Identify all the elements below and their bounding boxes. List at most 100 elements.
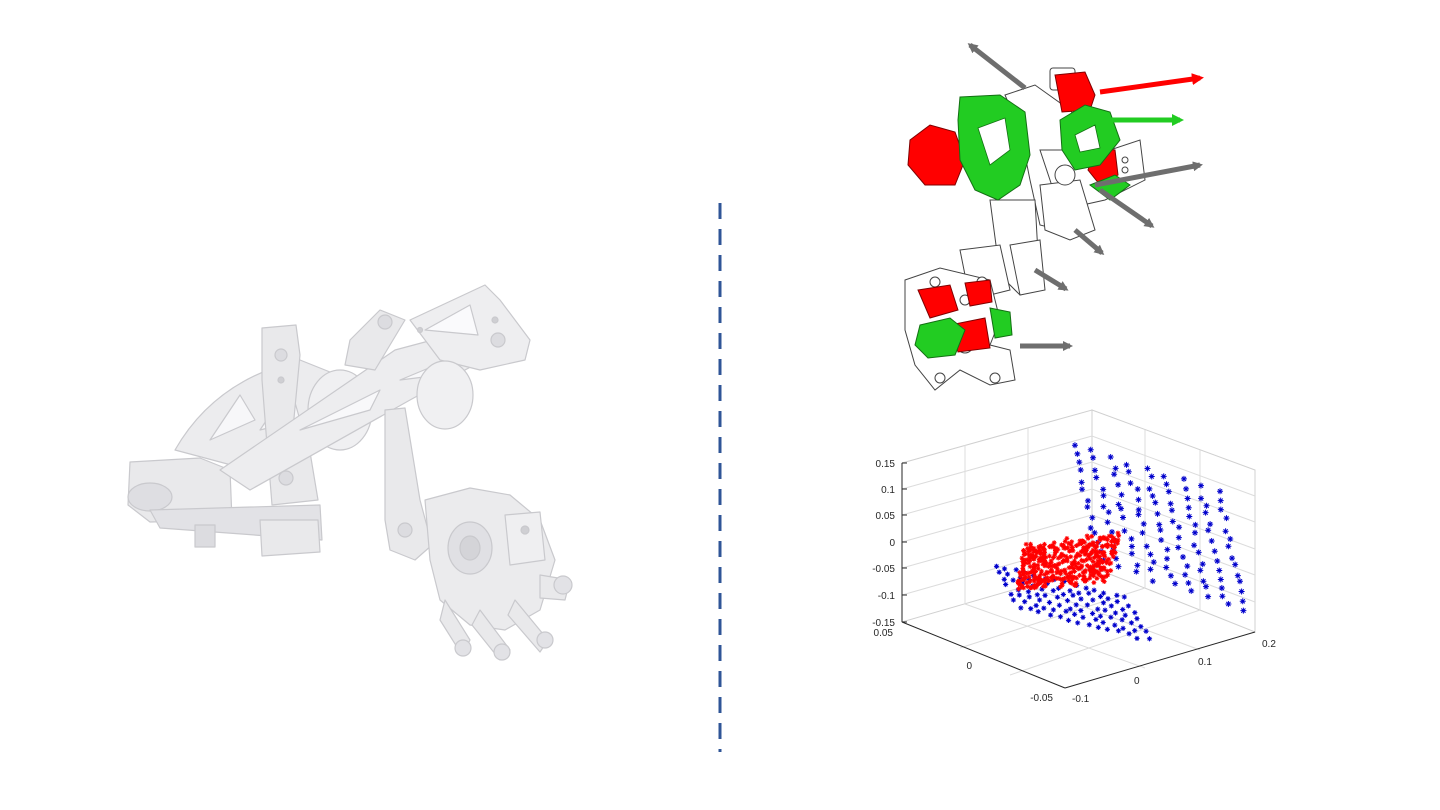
data-point bbox=[1035, 609, 1041, 615]
data-point bbox=[1033, 569, 1039, 574]
data-point bbox=[1076, 590, 1082, 596]
z-tick-label: -0.1 bbox=[878, 591, 896, 602]
data-point bbox=[1091, 529, 1098, 536]
data-point bbox=[1128, 550, 1135, 557]
data-point bbox=[1084, 533, 1090, 539]
data-point bbox=[1051, 540, 1057, 546]
data-point bbox=[1021, 547, 1026, 553]
data-point bbox=[1036, 558, 1042, 564]
data-point bbox=[1222, 528, 1229, 535]
data-point bbox=[1115, 530, 1121, 536]
data-point bbox=[1234, 572, 1241, 579]
data-point bbox=[1095, 624, 1101, 630]
axis-arrow-grey bbox=[1094, 161, 1203, 188]
data-point bbox=[1154, 510, 1161, 517]
data-point bbox=[1229, 555, 1236, 562]
data-point bbox=[1211, 548, 1218, 555]
data-point bbox=[1080, 538, 1086, 544]
data-point bbox=[1038, 543, 1044, 549]
data-point bbox=[1028, 585, 1034, 591]
data-point bbox=[1219, 593, 1226, 600]
axis-arrow-grey bbox=[967, 43, 1027, 90]
data-point bbox=[1085, 535, 1091, 541]
data-point bbox=[1120, 625, 1126, 631]
data-point bbox=[1197, 567, 1204, 574]
data-point bbox=[1073, 602, 1079, 608]
data-point bbox=[1144, 465, 1151, 472]
data-point bbox=[1096, 560, 1102, 566]
data-point bbox=[1063, 608, 1069, 614]
data-point bbox=[1175, 534, 1182, 541]
z-tick-label: 0.15 bbox=[876, 459, 896, 470]
data-point bbox=[1050, 588, 1056, 594]
data-point bbox=[1112, 610, 1119, 616]
data-point bbox=[1084, 602, 1090, 608]
data-point bbox=[1054, 594, 1061, 600]
data-point bbox=[1037, 548, 1043, 553]
data-point bbox=[1217, 576, 1224, 583]
data-point bbox=[1036, 597, 1043, 603]
data-point bbox=[1146, 636, 1153, 642]
data-point bbox=[1055, 585, 1062, 591]
data-point bbox=[1114, 592, 1120, 598]
data-point bbox=[1175, 544, 1182, 551]
data-point bbox=[1103, 536, 1109, 541]
data-point bbox=[1112, 622, 1118, 628]
data-point bbox=[1232, 561, 1239, 568]
data-point bbox=[1027, 547, 1033, 552]
data-point bbox=[1079, 564, 1084, 570]
data-point bbox=[1035, 566, 1041, 571]
data-point bbox=[1200, 578, 1207, 585]
data-point bbox=[1134, 615, 1140, 622]
data-point bbox=[1111, 538, 1117, 544]
data-point bbox=[1084, 557, 1089, 563]
data-point bbox=[1069, 560, 1075, 566]
data-point bbox=[1115, 481, 1122, 488]
data-point bbox=[1164, 555, 1171, 562]
data-point bbox=[1112, 550, 1118, 556]
data-point bbox=[1100, 619, 1106, 626]
data-point bbox=[1128, 535, 1135, 542]
data-point bbox=[1057, 614, 1064, 620]
data-point bbox=[1110, 538, 1116, 543]
data-point bbox=[1010, 597, 1017, 603]
data-point bbox=[1071, 611, 1078, 617]
data-point bbox=[1048, 567, 1054, 573]
workspace-scatter-plot: 0.15 0.1 0.05 0 -0.05 -0.1 -0.15 0.05 0 … bbox=[872, 409, 1276, 705]
data-point bbox=[1051, 555, 1056, 560]
data-point bbox=[1149, 578, 1156, 585]
data-point bbox=[1088, 568, 1094, 574]
data-point bbox=[1081, 558, 1087, 564]
data-point bbox=[1087, 542, 1093, 548]
data-point bbox=[993, 563, 1000, 569]
data-point bbox=[1083, 585, 1089, 591]
data-point bbox=[1079, 486, 1086, 493]
data-point bbox=[1214, 558, 1221, 565]
data-point bbox=[1031, 556, 1037, 562]
data-point bbox=[1027, 578, 1033, 584]
data-point bbox=[1093, 616, 1099, 623]
data-point bbox=[1068, 554, 1074, 560]
data-point bbox=[1046, 599, 1053, 606]
data-point bbox=[1020, 558, 1026, 564]
data-point bbox=[1064, 598, 1071, 604]
x-tick-label: 0.1 bbox=[1198, 657, 1212, 668]
data-point bbox=[1140, 520, 1147, 527]
data-point bbox=[1104, 557, 1110, 563]
data-point bbox=[1042, 563, 1048, 569]
data-point bbox=[1062, 575, 1067, 581]
data-point bbox=[1040, 583, 1046, 589]
data-point bbox=[1068, 547, 1074, 553]
data-point bbox=[1077, 466, 1084, 473]
y-tick-labels: 0.05 0 -0.05 bbox=[874, 628, 1054, 704]
data-point bbox=[1080, 570, 1086, 575]
data-point bbox=[1135, 506, 1142, 513]
data-point bbox=[1093, 550, 1099, 556]
data-point bbox=[1082, 552, 1088, 557]
x-tick-label: 0.2 bbox=[1262, 639, 1276, 650]
data-point bbox=[1045, 570, 1051, 576]
data-point bbox=[1100, 600, 1107, 606]
data-point bbox=[1146, 485, 1153, 492]
data-point bbox=[1045, 575, 1050, 581]
z-tick-label: 0 bbox=[889, 538, 895, 549]
